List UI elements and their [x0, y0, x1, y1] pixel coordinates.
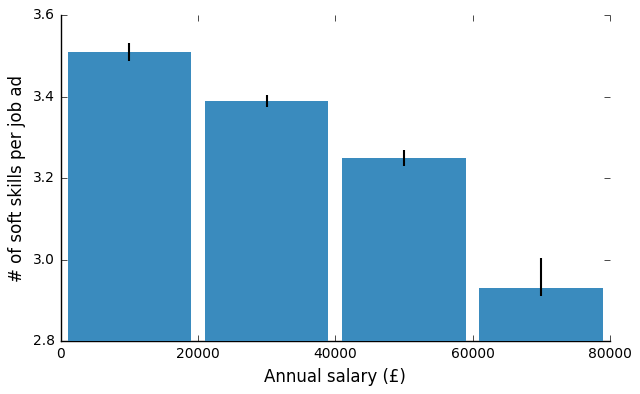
Bar — [342, 158, 466, 341]
Bar — [68, 52, 191, 341]
X-axis label: Annual salary (£): Annual salary (£) — [264, 368, 406, 386]
Bar — [205, 101, 328, 341]
Bar — [479, 288, 603, 341]
Y-axis label: # of soft skills per job ad: # of soft skills per job ad — [8, 75, 26, 282]
